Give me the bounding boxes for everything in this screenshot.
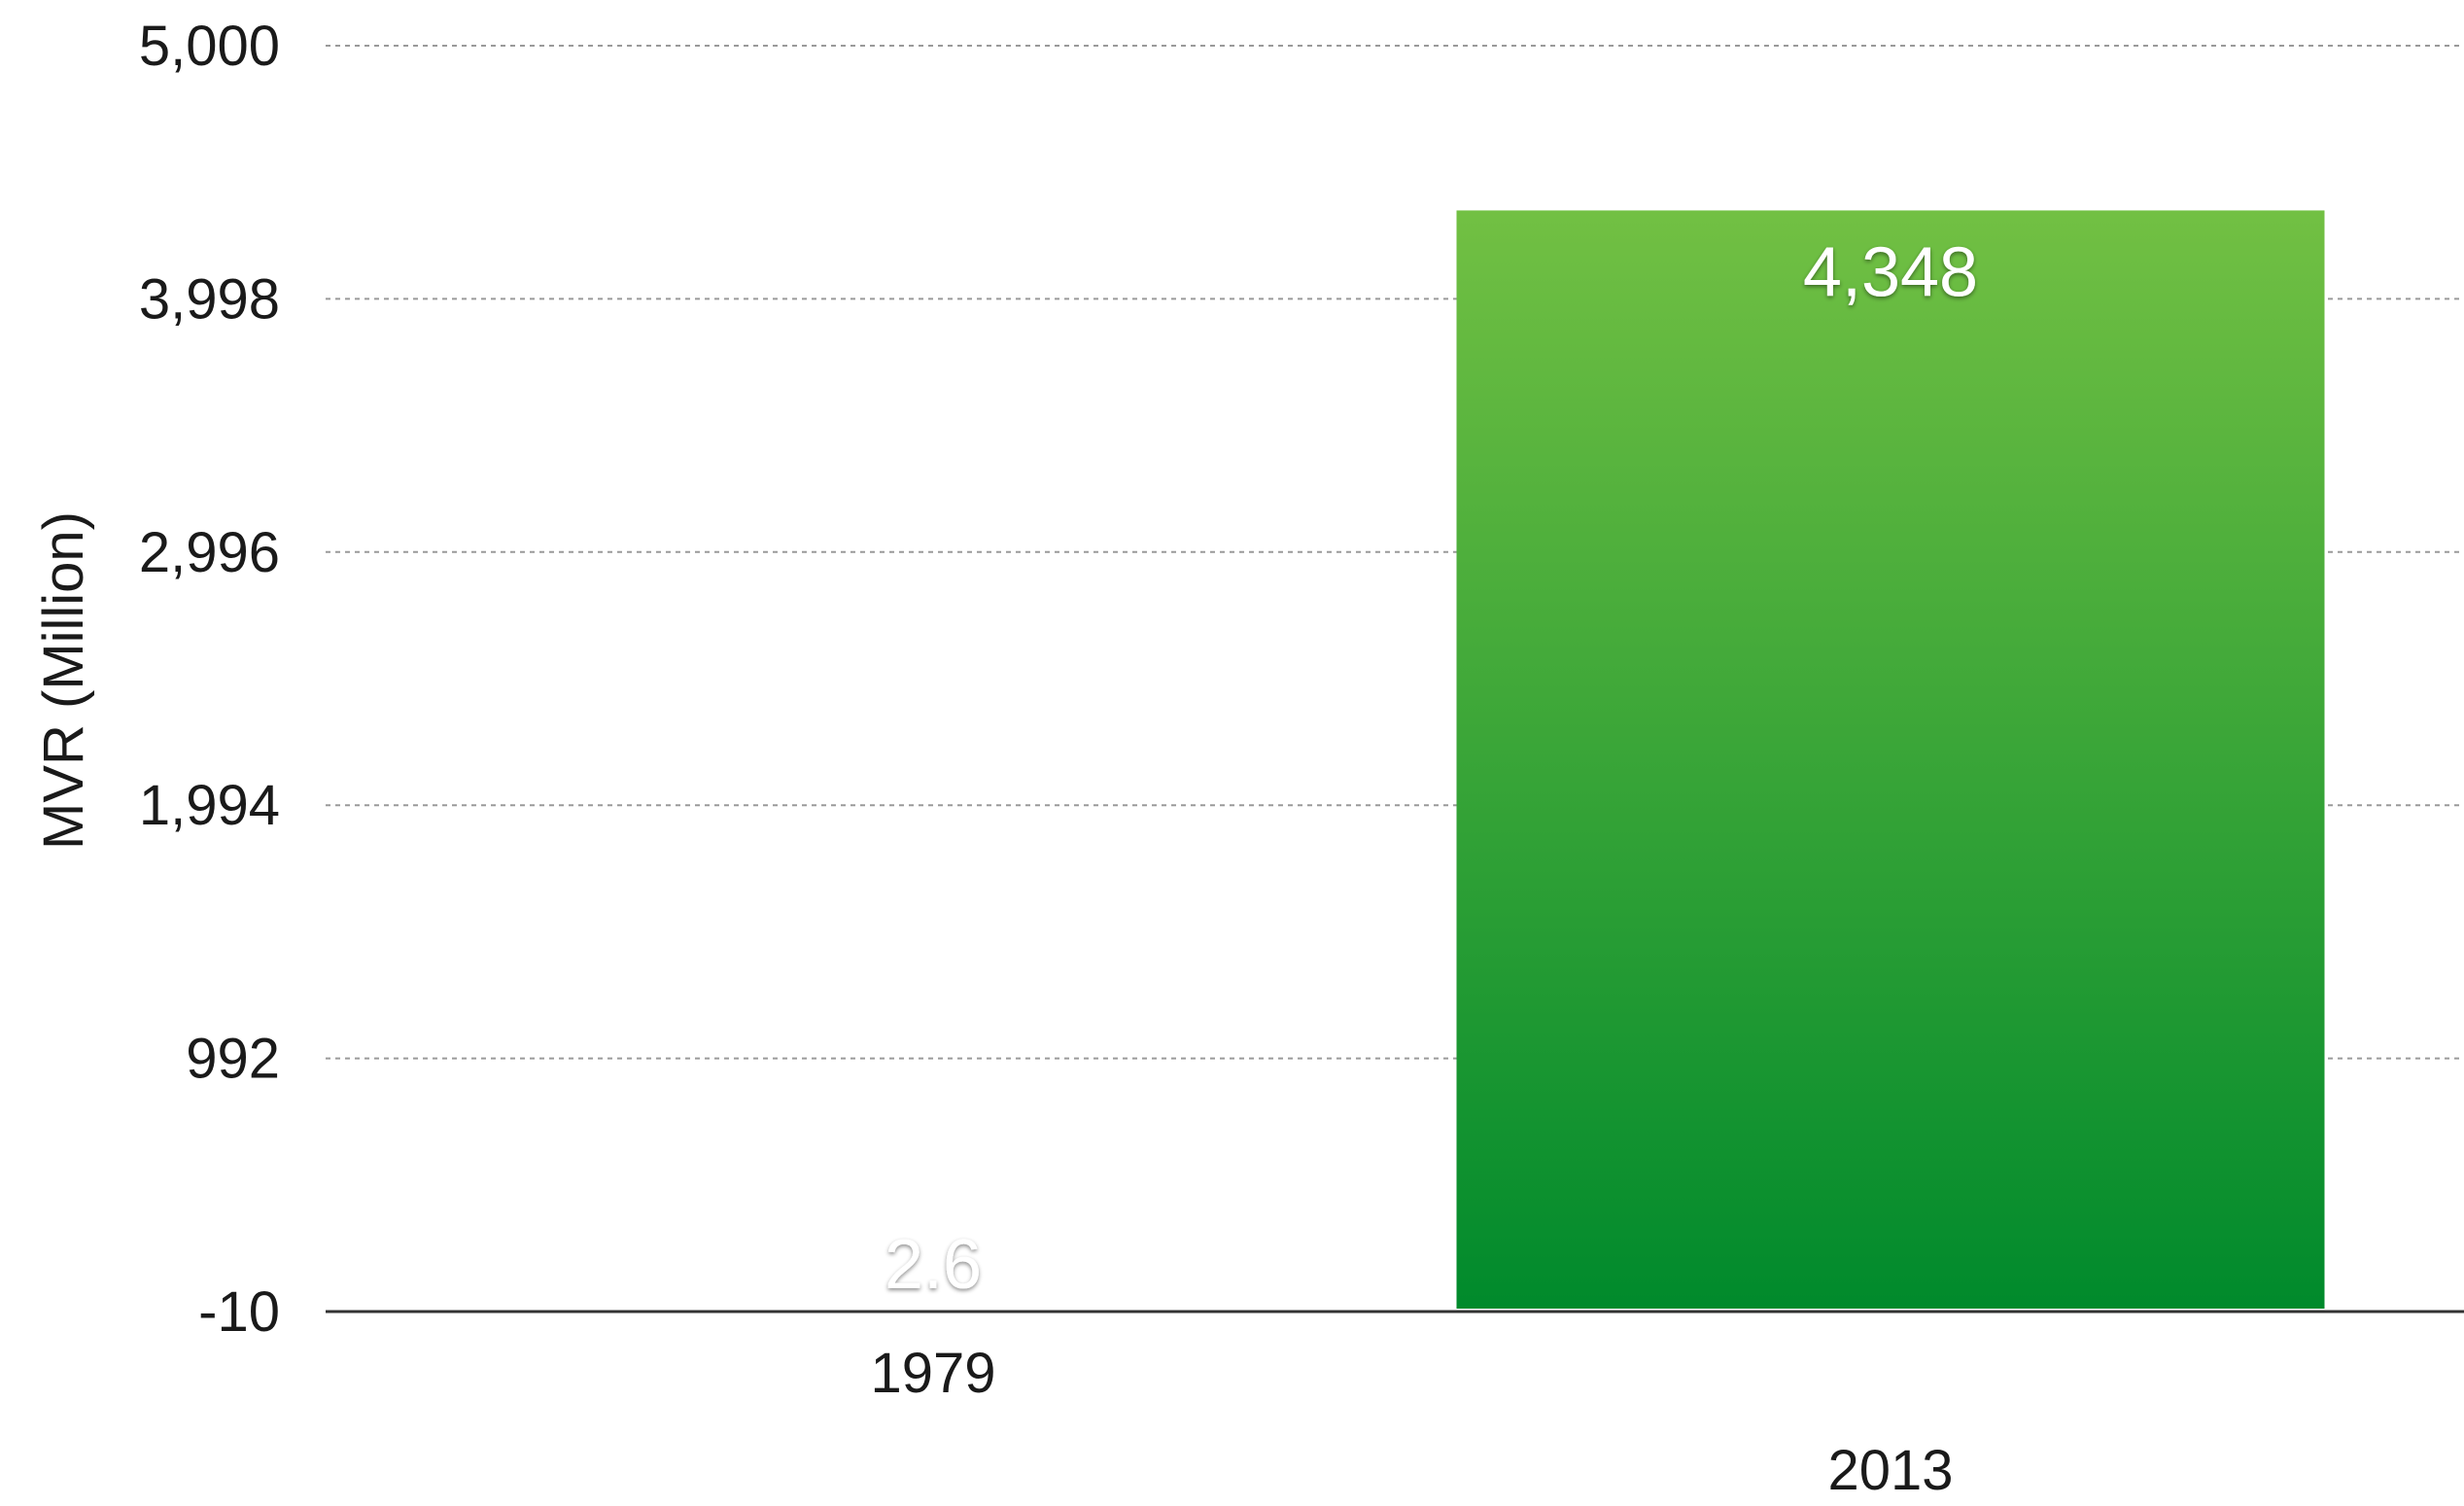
y-tick-label: -10 bbox=[198, 1280, 280, 1344]
y-axis-title: MVR (Million) bbox=[32, 511, 95, 850]
y-tick-label: 2,996 bbox=[139, 521, 280, 584]
x-category-label: 2013 bbox=[1827, 1439, 1953, 1502]
bar bbox=[1456, 210, 2325, 1310]
axes: -10 992 1,994 2,996 3,998 5,000 1979 2013 bbox=[139, 15, 2464, 1502]
bar-data-label: 4,348 bbox=[1803, 233, 1978, 311]
y-tick-label: 992 bbox=[186, 1028, 280, 1091]
y-tick-label: 5,000 bbox=[139, 15, 280, 78]
x-category-label: 1979 bbox=[870, 1342, 995, 1405]
bars bbox=[1456, 210, 2325, 1310]
y-tick-label: 3,998 bbox=[139, 267, 280, 331]
labels: 2.6 4,348 bbox=[885, 233, 1978, 1304]
bar-data-label: 2.6 bbox=[885, 1226, 982, 1304]
y-tick-label: 1,994 bbox=[139, 774, 280, 837]
